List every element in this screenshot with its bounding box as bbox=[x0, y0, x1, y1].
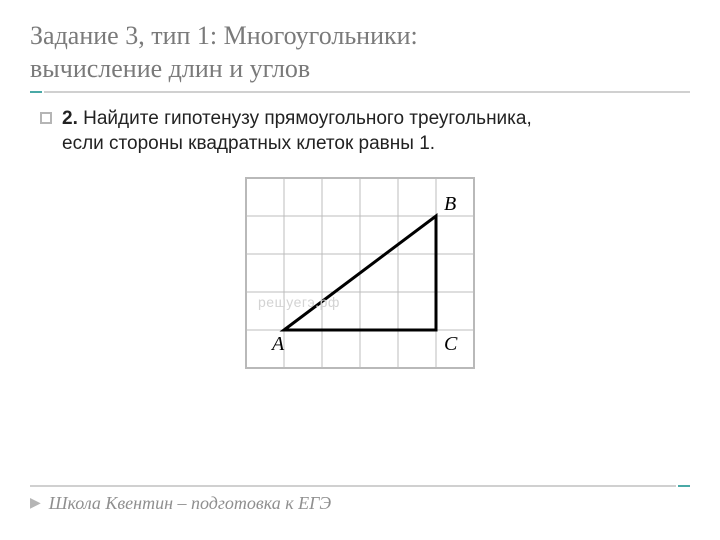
footer-arrow-icon: ▶ bbox=[30, 495, 41, 512]
title-line-1: Задание 3, тип 1: Многоугольники: bbox=[30, 21, 418, 50]
title-line-2: вычисление длин и углов bbox=[30, 54, 310, 83]
title-underline bbox=[30, 91, 690, 93]
problem-number: 2. bbox=[62, 108, 78, 129]
slide-footer: ▶ Школа Квентин – подготовка к ЕГЭ bbox=[30, 485, 690, 514]
diagram-container: ABC решуегэ.рф bbox=[30, 172, 690, 379]
problem-line-2: если стороны квадратных клеток равны 1. bbox=[62, 133, 435, 154]
problem-line-1: Найдите гипотенузу прямоугольного треуго… bbox=[83, 108, 532, 129]
footer-text: Школа Квентин – подготовка к ЕГЭ bbox=[49, 493, 331, 514]
square-bullet-icon bbox=[40, 112, 52, 124]
svg-text:A: A bbox=[270, 333, 285, 355]
svg-text:B: B bbox=[444, 193, 456, 215]
footer-rule bbox=[30, 485, 690, 487]
problem-block: 2. Найдите гипотенузу прямоугольного тре… bbox=[30, 107, 690, 156]
slide-title: Задание 3, тип 1: Многоугольники: вычисл… bbox=[30, 20, 690, 85]
triangle-diagram: ABC решуегэ.рф bbox=[240, 172, 480, 379]
svg-text:C: C bbox=[444, 333, 458, 355]
problem-text: 2. Найдите гипотенузу прямоугольного тре… bbox=[62, 107, 532, 156]
